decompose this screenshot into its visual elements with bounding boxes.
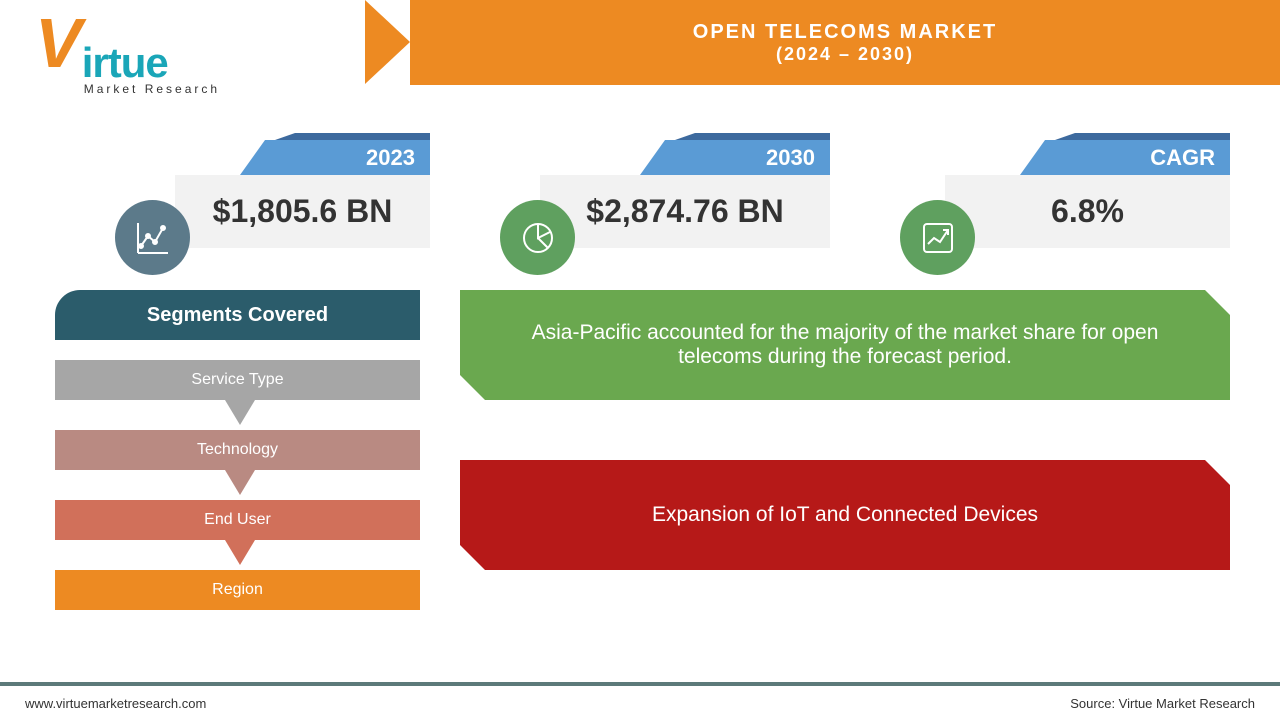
growth-chart-icon xyxy=(900,200,975,275)
logo: V irtue Market Research xyxy=(35,8,335,96)
header-bar: OPEN TELECOMS MARKET (2024 – 2030) xyxy=(410,0,1280,85)
segment-end-user: End User xyxy=(55,500,420,540)
segment-arrow xyxy=(225,470,255,495)
callout-region-insight: Asia-Pacific accounted for the majority … xyxy=(460,290,1230,400)
logo-v-icon: V xyxy=(35,3,82,83)
header-title-line2: (2024 – 2030) xyxy=(776,44,914,65)
stat-card-cagr: CAGR 6.8% xyxy=(945,175,1230,248)
segments-header: Segments Covered xyxy=(55,290,420,340)
segment-region: Region xyxy=(55,570,420,610)
header: V irtue Market Research OPEN TELECOMS MA… xyxy=(0,0,1280,85)
callout-driver: Expansion of IoT and Connected Devices xyxy=(460,460,1230,570)
header-title-line1: OPEN TELECOMS MARKET xyxy=(693,21,997,44)
stat-tab-label: CAGR xyxy=(1045,140,1230,175)
footer: www.virtuemarketresearch.com Source: Vir… xyxy=(0,682,1280,720)
stat-value-cagr: 6.8% xyxy=(945,175,1230,248)
segment-service-type: Service Type xyxy=(55,360,420,400)
logo-subtitle: Market Research xyxy=(84,82,220,96)
segment-arrow xyxy=(225,400,255,425)
stat-value-2023: $1,805.6 BN xyxy=(175,175,430,248)
segment-technology: Technology xyxy=(55,430,420,470)
stat-value-2030: $2,874.76 BN xyxy=(540,175,830,248)
pie-chart-icon xyxy=(500,200,575,275)
stat-card-2030: 2030 $2,874.76 BN xyxy=(540,175,830,248)
segment-arrow xyxy=(225,540,255,565)
stat-tab-year: 2030 xyxy=(665,140,830,175)
stat-tab-accent xyxy=(695,133,830,140)
stat-tab-accent xyxy=(1075,133,1230,140)
stat-tab-year: 2023 xyxy=(265,140,430,175)
line-chart-icon xyxy=(115,200,190,275)
logo-brand-text: irtue xyxy=(82,39,220,87)
chevron-icon xyxy=(365,0,410,84)
footer-url: www.virtuemarketresearch.com xyxy=(25,696,206,711)
stat-card-2023: 2023 $1,805.6 BN xyxy=(175,175,430,248)
footer-source: Source: Virtue Market Research xyxy=(1070,696,1255,711)
stat-tab-accent xyxy=(295,133,430,140)
